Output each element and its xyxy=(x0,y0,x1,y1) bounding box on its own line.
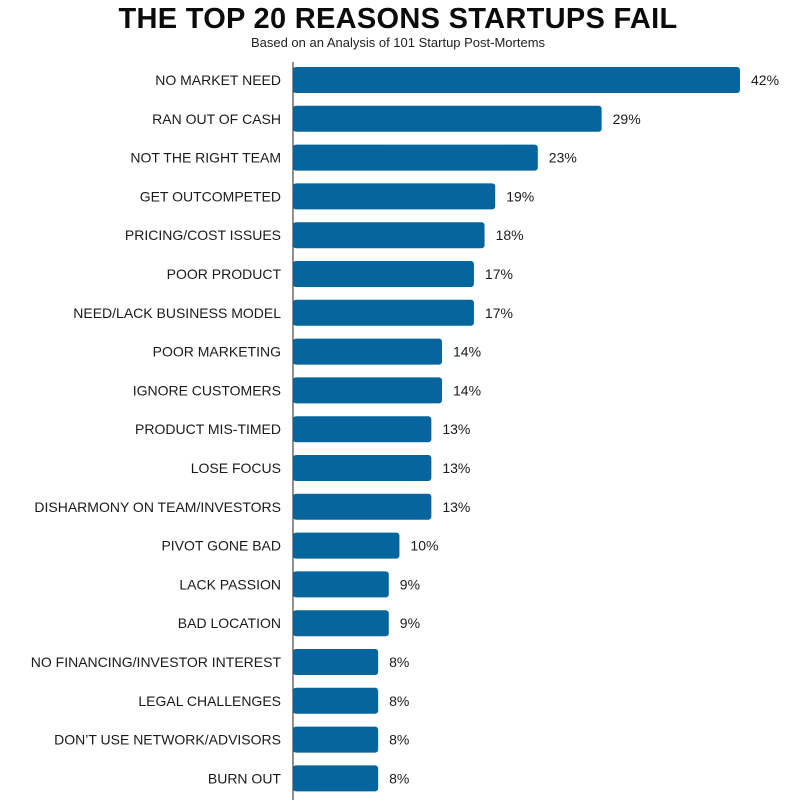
category-label: RAN OUT OF CASH xyxy=(152,111,281,127)
bar xyxy=(293,649,379,675)
category-label: GET OUTCOMPETED xyxy=(140,188,281,204)
bar xyxy=(293,610,389,637)
value-label: 23% xyxy=(549,150,577,166)
category-label: NOT THE RIGHT TEAM xyxy=(130,150,281,166)
bar xyxy=(293,493,432,520)
chart-title: THE TOP 20 REASONS STARTUPS FAIL xyxy=(118,3,678,35)
category-label: POOR MARKETING xyxy=(153,344,281,360)
bar xyxy=(293,105,602,132)
value-label: 13% xyxy=(442,499,470,515)
category-label: NO FINANCING/INVESTOR INTEREST xyxy=(31,654,282,670)
value-label: 8% xyxy=(389,693,409,709)
chart-subtitle: Based on an Analysis of 101 Startup Post… xyxy=(250,35,546,50)
category-label: IGNORE CUSTOMERS xyxy=(133,382,281,398)
value-label: 9% xyxy=(400,576,420,592)
value-label: 17% xyxy=(485,266,513,282)
category-label: NEED/LACK BUSINESS MODEL xyxy=(73,305,281,321)
value-label: 29% xyxy=(613,111,641,127)
category-label: DON’T USE NETWORK/ADVISORS xyxy=(54,732,281,748)
value-label: 8% xyxy=(389,732,409,748)
category-label: LACK PASSION xyxy=(179,576,281,592)
category-label: PRICING/COST ISSUES xyxy=(125,227,281,243)
bar xyxy=(293,183,496,210)
bar xyxy=(293,571,389,598)
value-label: 10% xyxy=(410,538,438,554)
bar xyxy=(293,67,740,93)
bar xyxy=(293,416,432,443)
value-label: 8% xyxy=(389,770,409,786)
category-label: BURN OUT xyxy=(208,770,282,786)
category-label: DISHARMONY ON TEAM/INVESTORS xyxy=(34,499,281,515)
value-label: 19% xyxy=(506,188,534,204)
bar xyxy=(293,765,379,792)
bar xyxy=(293,726,379,753)
bar xyxy=(293,377,442,404)
bar xyxy=(293,338,442,365)
bar xyxy=(293,532,400,559)
value-label: 13% xyxy=(442,460,470,476)
bar xyxy=(293,455,432,481)
value-label: 42% xyxy=(751,72,779,88)
value-label: 14% xyxy=(453,344,481,360)
value-label: 18% xyxy=(496,227,524,243)
value-label: 14% xyxy=(453,382,481,398)
category-label: PRODUCT MIS-TIMED xyxy=(135,421,281,437)
category-label: POOR PRODUCT xyxy=(167,266,282,282)
bar xyxy=(293,144,538,171)
value-label: 9% xyxy=(400,615,420,631)
bar xyxy=(293,261,474,287)
bar xyxy=(293,687,379,714)
category-label: BAD LOCATION xyxy=(178,615,281,631)
bar xyxy=(293,299,474,326)
category-label: LOSE FOCUS xyxy=(191,460,281,476)
value-label: 13% xyxy=(442,421,470,437)
bar xyxy=(293,222,485,249)
category-label: PIVOT GONE BAD xyxy=(161,538,281,554)
value-label: 17% xyxy=(485,305,513,321)
value-label: 8% xyxy=(389,654,409,670)
category-label: LEGAL CHALLENGES xyxy=(138,693,281,709)
category-label: NO MARKET NEED xyxy=(155,72,281,88)
